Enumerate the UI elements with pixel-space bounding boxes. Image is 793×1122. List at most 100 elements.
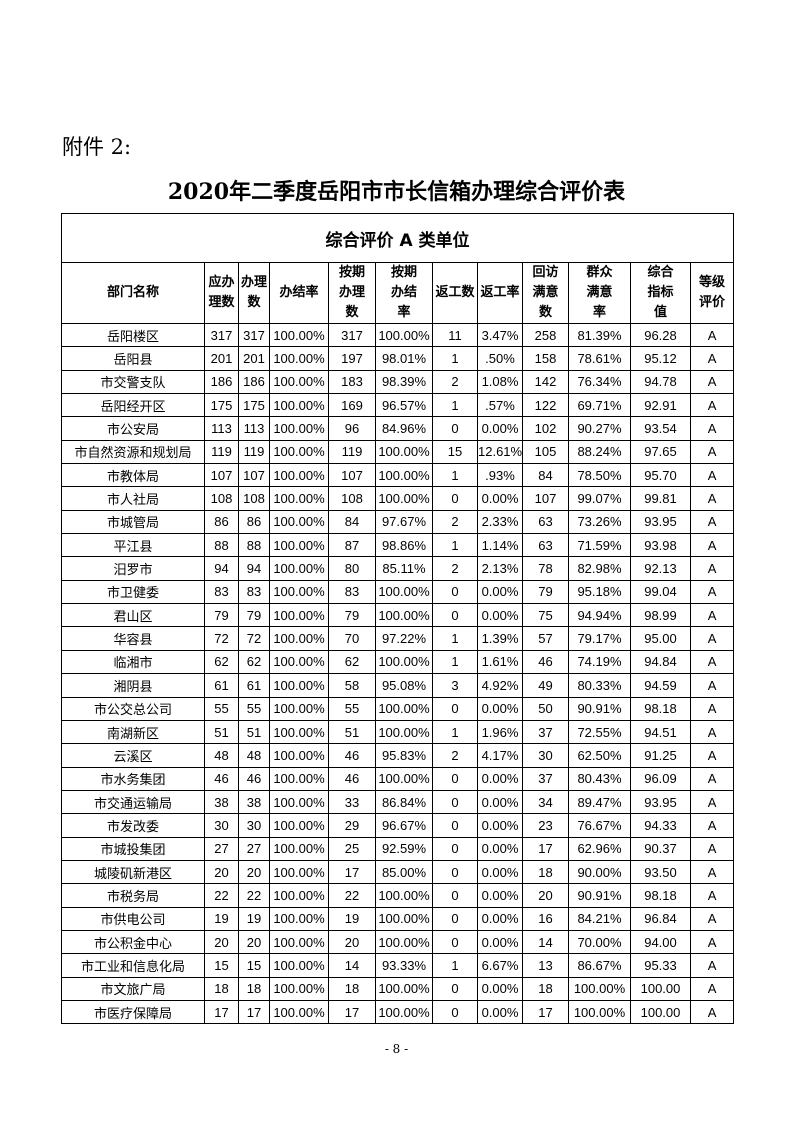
column-header-label: 群众满意率: [586, 265, 613, 320]
cell-satisfaction-rate: 70.00%: [568, 929, 631, 955]
cell-handled-count: 20: [238, 859, 270, 885]
table-row: 市教体局 107 107 100.00% 107 100.00% 1.93% 84 78.50%…: [61, 463, 735, 488]
cell-rework-count: 1: [432, 626, 478, 651]
cell-satisfied-count: 34: [522, 789, 569, 815]
cell-rework-count: 0: [432, 976, 478, 1001]
cell-satisfaction-rate: 80.33%: [568, 673, 631, 698]
cell-composite-score: 95.70: [630, 463, 691, 488]
cell-rework-count: 0: [432, 906, 478, 931]
cell-rework-count: 15: [432, 439, 478, 465]
cell-rework-count: 0: [432, 766, 478, 791]
cell-satisfaction-rate: 90.27%: [568, 416, 631, 441]
cell-dept-name: 岳阳经开区: [61, 393, 205, 418]
cell-due-count: 201: [204, 346, 239, 371]
cell-rework-count: 0: [432, 813, 478, 838]
cell-handled-count: 113: [238, 416, 270, 441]
cell-grade: A: [689, 649, 735, 675]
cell-ontime-count: 108: [328, 486, 376, 511]
cell-dept-name: 市税务局: [61, 883, 205, 908]
cell-rework-rate: 0.00%: [477, 486, 523, 511]
column-header-satisfied-count: 回访满意数: [522, 262, 569, 324]
cell-grade: A: [689, 486, 735, 511]
cell-ontime-count: 87: [328, 533, 376, 558]
cell-rework-count: 2: [432, 556, 478, 581]
cell-due-count: 79: [204, 603, 239, 628]
cell-rework-rate: .50%: [477, 346, 523, 371]
cell-ontime-count: 22: [328, 883, 376, 908]
cell-composite-score: 93.54: [630, 416, 691, 441]
cell-completion-rate: 100.00%: [269, 439, 329, 465]
table-row: 市工业和信息化局 15 15 100.00% 14 93.33% 1 6.67% 13 86.67…: [61, 953, 735, 978]
cell-dept-name: 湘阴县: [61, 673, 205, 698]
cell-grade: A: [689, 369, 735, 395]
column-header-label: 办理数: [240, 275, 267, 310]
table-row: 市税务局 22 22 100.00% 22 100.00% 0 0.00% 20 90.91% 98…: [61, 883, 735, 908]
column-header-ontime-count: 按期办理数: [328, 262, 376, 324]
cell-rework-rate: 0.00%: [477, 696, 523, 721]
cell-satisfied-count: 50: [522, 696, 569, 721]
cell-rework-count: 0: [432, 696, 478, 721]
cell-grade: A: [689, 743, 735, 768]
cell-handled-count: 83: [238, 579, 270, 605]
cell-dept-name: 市公交总公司: [61, 696, 205, 721]
cell-due-count: 17: [204, 999, 239, 1025]
cell-ontime-count: 55: [328, 696, 376, 721]
cell-rework-count: 11: [432, 322, 478, 348]
cell-grade: A: [689, 579, 735, 605]
cell-satisfied-count: 23: [522, 813, 569, 838]
cell-grade: A: [689, 416, 735, 441]
column-header-satisfaction-rate: 群众满意率: [568, 262, 631, 324]
cell-due-count: 186: [204, 369, 239, 395]
cell-rework-rate: 12.61%: [477, 439, 523, 465]
table-row: 临湘市 62 62 100.00% 62 100.00% 1 1.61% 46 74.19% 94.…: [61, 649, 735, 675]
cell-grade: A: [689, 813, 735, 838]
cell-due-count: 88: [204, 533, 239, 558]
cell-satisfied-count: 78: [522, 556, 569, 581]
cell-ontime-rate: 95.83%: [375, 743, 433, 768]
cell-rework-rate: .93%: [477, 463, 523, 488]
cell-satisfied-count: 63: [522, 509, 569, 535]
table-row: 市水务集团 46 46 100.00% 46 100.00% 0 0.00% 37 80.43% 9…: [61, 766, 735, 791]
cell-handled-count: 88: [238, 533, 270, 558]
cell-handled-count: 107: [238, 463, 270, 488]
cell-completion-rate: 100.00%: [269, 393, 329, 418]
cell-composite-score: 94.51: [630, 719, 691, 745]
cell-rework-rate: 0.00%: [477, 906, 523, 931]
cell-rework-rate: 2.33%: [477, 509, 523, 535]
cell-satisfaction-rate: 90.00%: [568, 859, 631, 885]
cell-ontime-rate: 98.86%: [375, 533, 433, 558]
cell-satisfied-count: 17: [522, 999, 569, 1025]
cell-grade: A: [689, 929, 735, 955]
cell-completion-rate: 100.00%: [269, 953, 329, 978]
cell-completion-rate: 100.00%: [269, 696, 329, 721]
cell-rework-rate: 0.00%: [477, 859, 523, 885]
cell-composite-score: 95.00: [630, 626, 691, 651]
cell-rework-count: 2: [432, 509, 478, 535]
cell-ontime-count: 18: [328, 976, 376, 1001]
cell-rework-rate: 4.92%: [477, 673, 523, 698]
cell-satisfied-count: 18: [522, 976, 569, 1001]
cell-handled-count: 15: [238, 953, 270, 978]
cell-ontime-count: 70: [328, 626, 376, 651]
cell-satisfaction-rate: 100.00%: [568, 976, 631, 1001]
cell-completion-rate: 100.00%: [269, 976, 329, 1001]
cell-dept-name: 市工业和信息化局: [61, 953, 205, 978]
cell-rework-rate: 0.00%: [477, 929, 523, 955]
cell-satisfied-count: 46: [522, 649, 569, 675]
cell-due-count: 113: [204, 416, 239, 441]
cell-composite-score: 94.59: [630, 673, 691, 698]
table-row: 市城投集团 27 27 100.00% 25 92.59% 0 0.00% 17 62.96% 90…: [61, 836, 735, 861]
table-row: 岳阳县 201 201 100.00% 197 98.01% 1.50% 158 78.61% 9…: [61, 346, 735, 371]
cell-due-count: 27: [204, 836, 239, 861]
cell-grade: A: [689, 976, 735, 1001]
cell-rework-count: 2: [432, 369, 478, 395]
cell-handled-count: 30: [238, 813, 270, 838]
table-row: 岳阳经开区 175 175 100.00% 169 96.57% 1.57% 122 69.71…: [61, 393, 735, 418]
cell-ontime-count: 183: [328, 369, 376, 395]
cell-due-count: 86: [204, 509, 239, 535]
cell-rework-count: 0: [432, 579, 478, 605]
cell-dept-name: 君山区: [61, 603, 205, 628]
cell-ontime-rate: 95.08%: [375, 673, 433, 698]
cell-ontime-count: 17: [328, 999, 376, 1025]
cell-handled-count: 22: [238, 883, 270, 908]
